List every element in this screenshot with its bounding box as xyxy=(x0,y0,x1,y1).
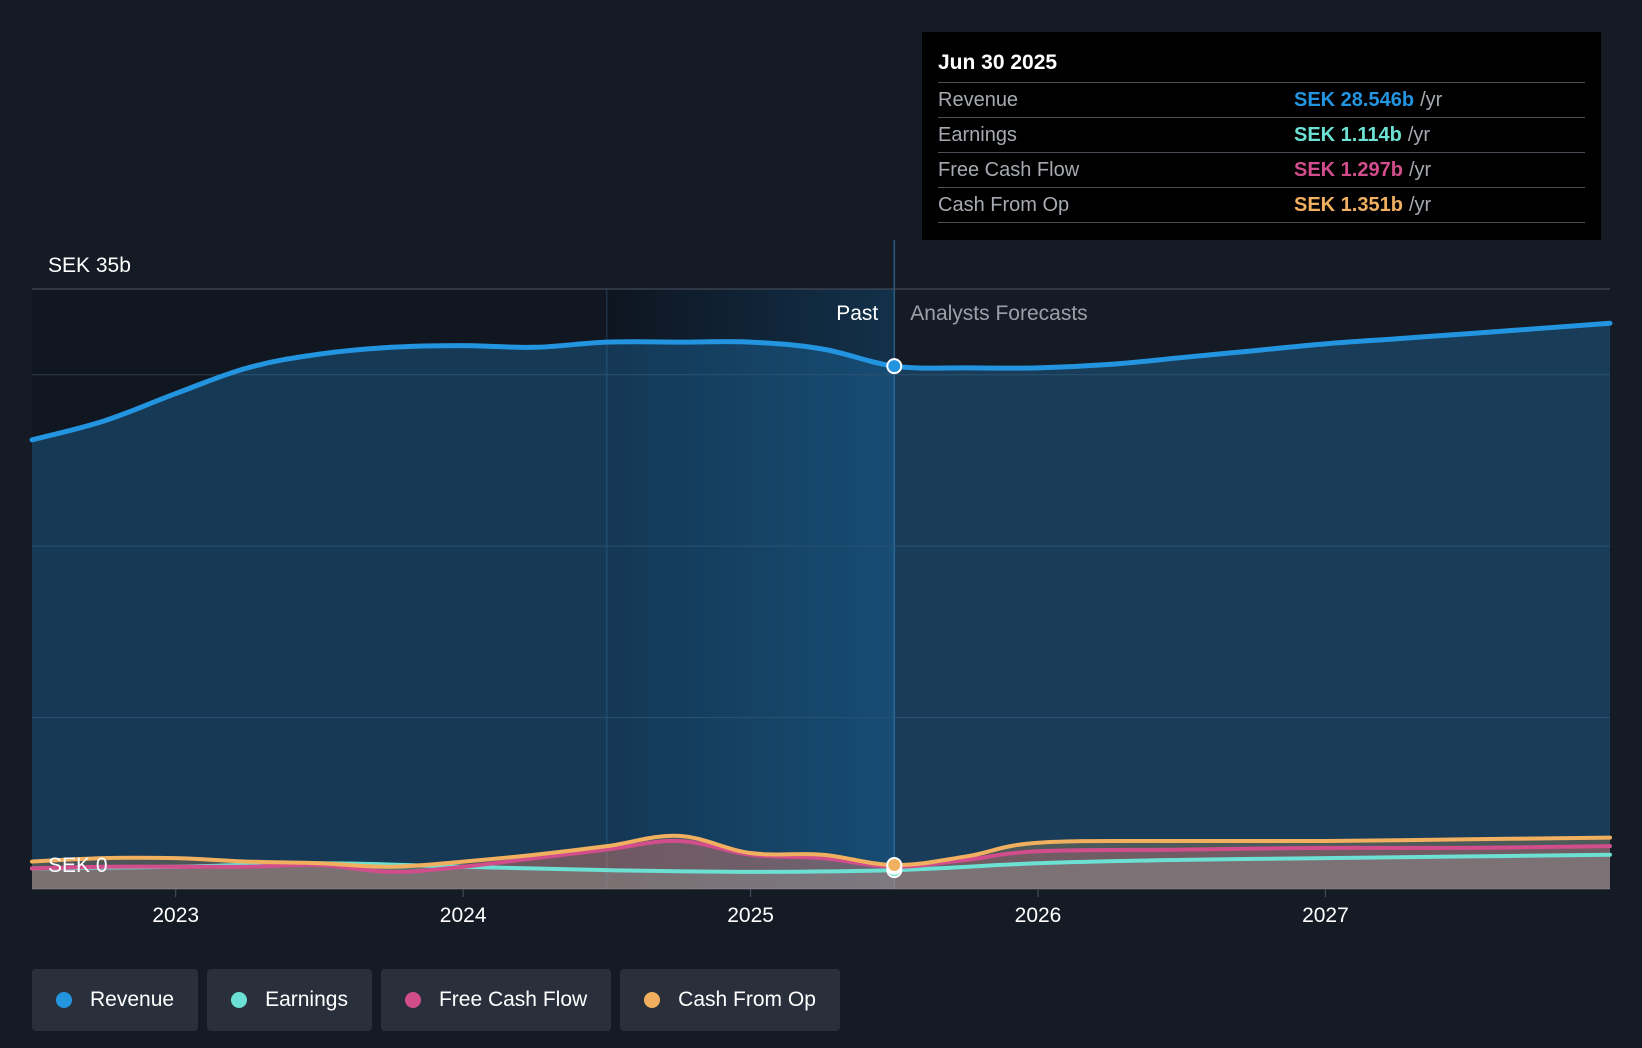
tooltip-value: SEK 1.297b/yr xyxy=(1294,153,1431,187)
legend-item-revenue[interactable]: Revenue xyxy=(32,969,199,1031)
tooltip-value: SEK 28.546b/yr xyxy=(1294,83,1442,117)
x-tick-label: 2025 xyxy=(727,904,774,927)
legend-label: Earnings xyxy=(265,988,348,1011)
legend: Revenue Earnings Free Cash Flow Cash Fro… xyxy=(32,969,840,1031)
tooltip-date: Jun 30 2025 xyxy=(938,46,1585,83)
legend-item-earnings[interactable]: Earnings xyxy=(207,969,372,1031)
revenue-area xyxy=(32,323,1610,889)
x-tick-label: 2027 xyxy=(1302,904,1349,927)
axis-labels: SEK 35b SEK 0 Past Analysts Forecasts 2023 20… xyxy=(48,254,1349,927)
tooltip-unit: /yr xyxy=(1407,124,1431,146)
tooltip-number: SEK 28.546b xyxy=(1294,89,1415,111)
tooltip-number: SEK 1.114b xyxy=(1294,124,1402,146)
x-tick-label: 2026 xyxy=(1015,904,1062,927)
free-cash-flow-line xyxy=(30,838,1612,874)
cash-from-op-dot-icon xyxy=(644,992,661,1008)
forecast-label: Analysts Forecasts xyxy=(910,302,1087,325)
revenue-dot-icon xyxy=(56,992,72,1008)
past-region xyxy=(606,240,896,889)
tooltip-row-earnings: Earnings SEK 1.114b/yr xyxy=(938,118,1585,153)
revenue-line xyxy=(29,320,1613,443)
revenue-marker xyxy=(886,358,903,375)
tooltip-value: SEK 1.351b/yr xyxy=(1294,188,1431,222)
legend-label: Cash From Op xyxy=(678,988,816,1011)
series-lines xyxy=(29,320,1613,874)
tooltip-row-revenue: Revenue SEK 28.546b/yr xyxy=(938,83,1585,118)
series-areas xyxy=(32,323,1610,889)
legend-item-free-cash-flow[interactable]: Free Cash Flow xyxy=(380,969,612,1031)
legend-item-cash-from-op[interactable]: Cash From Op xyxy=(620,969,840,1031)
past-highlight xyxy=(606,289,895,889)
tooltip-value: SEK 1.114b/yr xyxy=(1294,118,1430,152)
legend-label: Revenue xyxy=(90,988,175,1011)
free-cash-flow-area xyxy=(32,840,1610,889)
cash-from-op-marker xyxy=(886,857,903,873)
tooltip-label: Free Cash Flow xyxy=(938,159,1080,181)
tooltip-unit: /yr xyxy=(1408,194,1432,216)
tooltip-number: SEK 1.351b xyxy=(1294,194,1403,216)
cash-from-op-line xyxy=(30,833,1612,869)
hover-markers xyxy=(886,358,903,879)
tooltip-label: Earnings xyxy=(938,124,1017,146)
x-tick-label: 2023 xyxy=(152,904,199,927)
tooltip-label: Cash From Op xyxy=(938,194,1070,216)
free-cash-flow-dot-icon xyxy=(404,992,421,1008)
tooltip-row-free-cash-flow: Free Cash Flow SEK 1.297b/yr xyxy=(938,153,1585,188)
tooltip-unit: /yr xyxy=(1408,159,1432,181)
tooltip-number: SEK 1.297b xyxy=(1294,159,1403,181)
tooltip: Jun 30 2025 Revenue SEK 28.546b/yr Earni… xyxy=(922,32,1601,240)
y-axis-bottom-label: SEK 0 xyxy=(48,854,108,877)
x-tick-label: 2024 xyxy=(440,904,487,927)
past-label: Past xyxy=(836,302,878,325)
y-axis-top-label: SEK 35b xyxy=(48,254,131,277)
tooltip-label: Revenue xyxy=(938,89,1019,111)
earnings-dot-icon xyxy=(231,992,248,1008)
tooltip-row-cash-from-op: Cash From Op SEK 1.351b/yr xyxy=(938,188,1585,223)
gridlines xyxy=(32,288,1610,890)
tooltip-unit: /yr xyxy=(1420,89,1443,111)
legend-label: Free Cash Flow xyxy=(438,988,588,1011)
